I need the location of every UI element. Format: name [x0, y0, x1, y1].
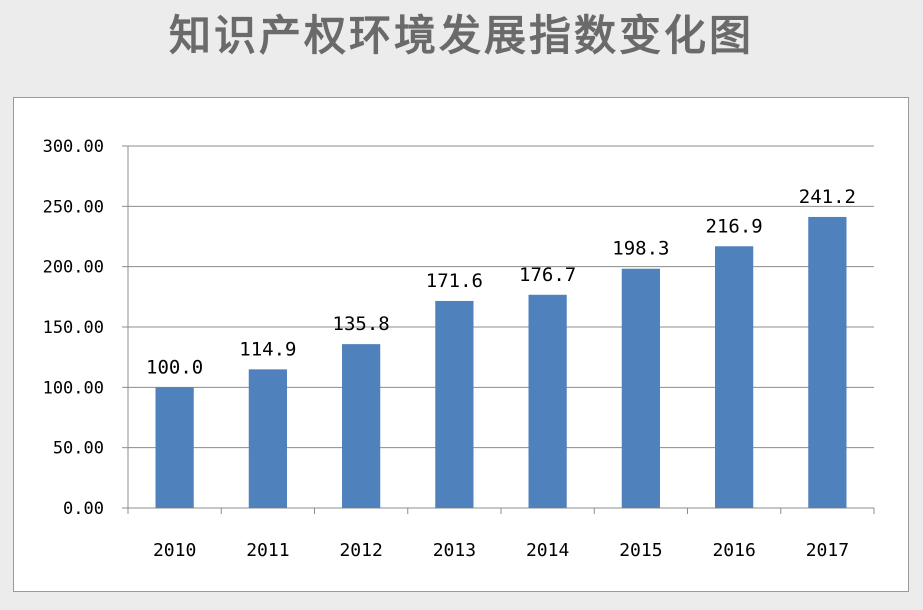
- x-tick-label: 2013: [433, 540, 476, 561]
- bar: [248, 369, 287, 508]
- bar: [715, 246, 754, 509]
- x-tick-label: 2017: [806, 540, 849, 561]
- bar: [342, 344, 381, 508]
- y-tick-label: 150.00: [43, 318, 104, 338]
- chart-title: 知识产权环境发展指数变化图: [168, 11, 754, 60]
- bar: [528, 294, 567, 508]
- data-label: 135.8: [333, 313, 390, 335]
- bar: [808, 216, 847, 508]
- bar: [155, 387, 194, 508]
- y-tick-label: 300.00: [43, 137, 104, 157]
- data-label: 198.3: [612, 238, 669, 260]
- x-tick-label: 2010: [153, 540, 196, 561]
- data-label: 114.9: [239, 338, 296, 360]
- x-tick-label: 2015: [619, 540, 662, 561]
- bar: [621, 268, 660, 508]
- x-tick-label: 2016: [712, 540, 755, 561]
- x-tick-label: 2014: [526, 540, 569, 561]
- y-tick-label: 0.00: [63, 499, 104, 519]
- data-label: 100.0: [146, 356, 203, 378]
- data-label: 216.9: [706, 215, 763, 237]
- x-tick-label: 2012: [339, 540, 382, 561]
- data-label: 171.6: [426, 270, 483, 292]
- y-tick-label: 250.00: [43, 197, 104, 217]
- y-tick-label: 100.00: [43, 378, 104, 398]
- x-tick-label: 2011: [246, 540, 289, 561]
- data-label: 176.7: [519, 264, 576, 286]
- y-tick-label: 50.00: [53, 439, 104, 459]
- data-label: 241.2: [799, 186, 856, 208]
- bar: [435, 300, 474, 508]
- y-tick-label: 200.00: [43, 258, 104, 278]
